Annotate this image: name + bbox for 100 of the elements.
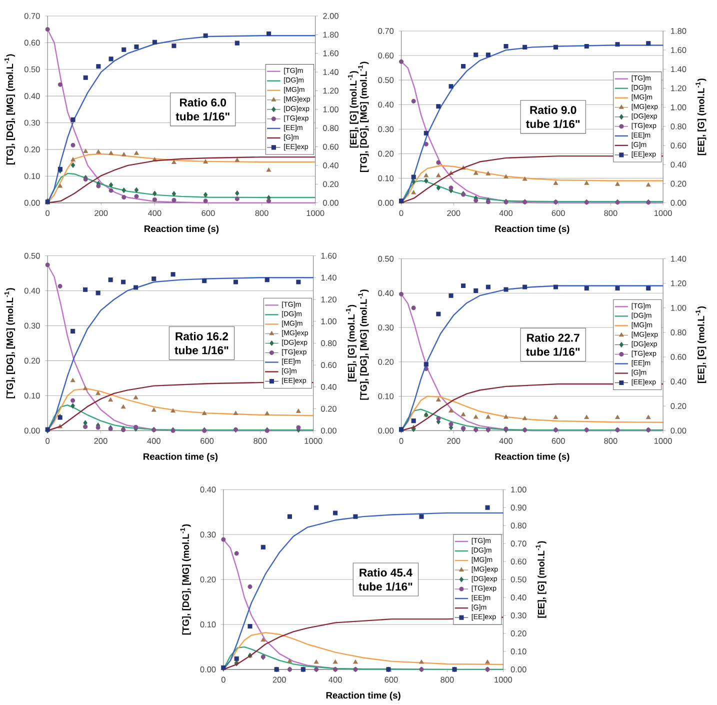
y-tick-label: 0.70 [378, 28, 394, 34]
y2-tick-label: 1.20 [671, 85, 686, 92]
x-tick-label: 0 [221, 676, 226, 683]
annotation: Ratio 16.2 [176, 332, 228, 340]
x-tick-label: 400 [499, 210, 513, 216]
x-tick-label: 0 [46, 210, 50, 216]
y2-tick-label: 1.60 [323, 50, 338, 56]
y2-tick-label: 1.40 [323, 69, 338, 75]
y2-tick-label: 1.80 [671, 28, 686, 34]
y2-tick-label: 0.40 [510, 594, 526, 600]
y2-tick-label: 1.60 [671, 47, 686, 54]
y2-tick-label: 1.00 [511, 486, 526, 493]
y2-tick-label: 0.60 [323, 144, 338, 150]
y2-tick-label: 1.60 [321, 252, 336, 259]
y2-tick-label: 0.80 [323, 125, 338, 132]
x-tick-label: 200 [272, 676, 286, 683]
annotation: Ratio 45.4 [360, 568, 412, 577]
annotation: Ratio 22.7 [527, 334, 580, 342]
y2-axis-title: [EE], [G] (mol.L$^{-1}$) [348, 71, 358, 148]
y2-tick-label: 0.00 [323, 200, 338, 206]
y-tick-label: 0.20 [378, 150, 394, 157]
x-tick-label: 0 [46, 438, 50, 444]
y2-tick-label: 0.30 [510, 612, 526, 618]
y2-tick-label: 0.70 [510, 540, 526, 546]
x-tick-label: 800 [440, 676, 454, 683]
y-tick-label: 0.40 [200, 486, 216, 493]
x-axis-title: Reaction time (s) [326, 692, 400, 701]
x-tick-label: 600 [552, 210, 565, 216]
y2-tick-label: 0.00 [670, 428, 686, 434]
y2-tick-label: 0.80 [321, 340, 336, 346]
y-tick-label: 0.10 [378, 175, 394, 182]
y-tick-label: 0.10 [24, 392, 40, 399]
y2-tick-label: 0.80 [670, 330, 686, 336]
y2-tick-label: 1.00 [671, 304, 686, 311]
x-tick-label: 800 [604, 210, 618, 216]
y2-axis-title: [EE], [G] (mol.L$^{-1}$) [346, 304, 356, 382]
x-tick-label: 200 [94, 438, 108, 444]
y-tick-label: 0.20 [200, 576, 216, 582]
y2-tick-label: 0.40 [323, 162, 338, 168]
y2-tick-label: 0.60 [670, 142, 686, 148]
y2-tick-label: 0.50 [510, 576, 526, 582]
annotation: tube 1/16" [526, 348, 580, 356]
x-tick-label: 600 [384, 676, 398, 683]
y2-tick-label: 1.20 [321, 296, 336, 302]
x-axis-title: Reaction time (s) [495, 225, 570, 234]
y2-tick-label: 0.00 [510, 666, 526, 672]
annotation: tube 1/16" [176, 112, 230, 121]
y2-axis-title: [EE], [G] (mol.L$^{-1}$) [696, 78, 706, 156]
y-tick-label: 0.00 [200, 666, 216, 672]
y-axis-title: [TG], [DG], [MG] (mol.L$^{-1}$) [4, 288, 15, 398]
y2-tick-label: 0.10 [510, 648, 526, 654]
y-tick-label: 0.20 [24, 146, 40, 152]
y-tick-label: 0.50 [378, 77, 394, 84]
y2-tick-label: 0.90 [510, 504, 526, 511]
y2-tick-label: 1.00 [323, 106, 338, 112]
y2-tick-label: 1.00 [671, 104, 686, 110]
y-tick-label: 0.30 [24, 322, 40, 329]
y-axis-title: [TG], [DG], [MG] (mol.L$^{-1}$) [358, 62, 369, 172]
y2-tick-label: 0.80 [510, 522, 526, 529]
y2-tick-label: 1.40 [671, 66, 686, 72]
y2-axis-title: [EE], [G] (mol.L$^{-1}$) [536, 541, 546, 618]
y-tick-label: 0.00 [378, 200, 394, 206]
x-tick-label: 600 [202, 210, 215, 216]
y-tick-label: 0.00 [378, 428, 394, 434]
y2-tick-label: 0.60 [670, 354, 686, 360]
y-tick-label: 0.20 [24, 358, 40, 364]
y-tick-label: 0.50 [24, 66, 40, 72]
y-axis-title: [TG], [DG], [MG] (mol.L$^{-1}$) [4, 54, 15, 165]
y-tick-label: 0.30 [378, 126, 394, 132]
x-tick-label: 1000 [654, 438, 672, 444]
annotation: tube 1/16" [526, 120, 580, 128]
y-tick-label: 0.70 [24, 13, 40, 19]
x-axis-title: Reaction time (s) [144, 225, 219, 234]
y-tick-label: 0.00 [24, 428, 40, 434]
x-tick-label: 600 [552, 438, 565, 444]
x-tick-label: 800 [604, 438, 618, 444]
y2-tick-label: 2.00 [323, 13, 338, 19]
y2-tick-label: 0.40 [670, 378, 686, 384]
y2-tick-label: 1.80 [323, 32, 338, 38]
annotation: Ratio 6.0 [180, 98, 226, 107]
y-tick-label: 0.10 [200, 622, 216, 628]
y-axis-title: [TG], [DG], [MG] (mol.L$^{-1}$) [180, 524, 191, 635]
y-tick-label: 0.30 [378, 324, 394, 330]
y-tick-label: 0.50 [24, 252, 40, 259]
y-axis-title: [TG], [DG], [MG] (mol.L$^{-1}$) [358, 290, 369, 400]
x-tick-label: 400 [148, 210, 162, 216]
y-tick-label: 0.60 [378, 52, 394, 58]
x-tick-label: 0 [399, 438, 404, 444]
y2-tick-label: 0.20 [321, 406, 336, 412]
x-tick-label: 400 [499, 438, 513, 444]
y2-tick-label: 0.20 [670, 180, 686, 187]
y2-tick-label: 0.40 [670, 162, 686, 168]
x-tick-label: 200 [94, 210, 108, 216]
y-tick-label: 0.10 [24, 173, 40, 180]
y-tick-label: 0.30 [200, 532, 216, 538]
y2-tick-label: 0.20 [510, 630, 526, 636]
y2-tick-label: 0.00 [670, 200, 686, 206]
y2-tick-label: 0.20 [323, 181, 338, 188]
y2-tick-label: 1.20 [671, 280, 686, 286]
y-tick-label: 0.20 [378, 358, 394, 365]
